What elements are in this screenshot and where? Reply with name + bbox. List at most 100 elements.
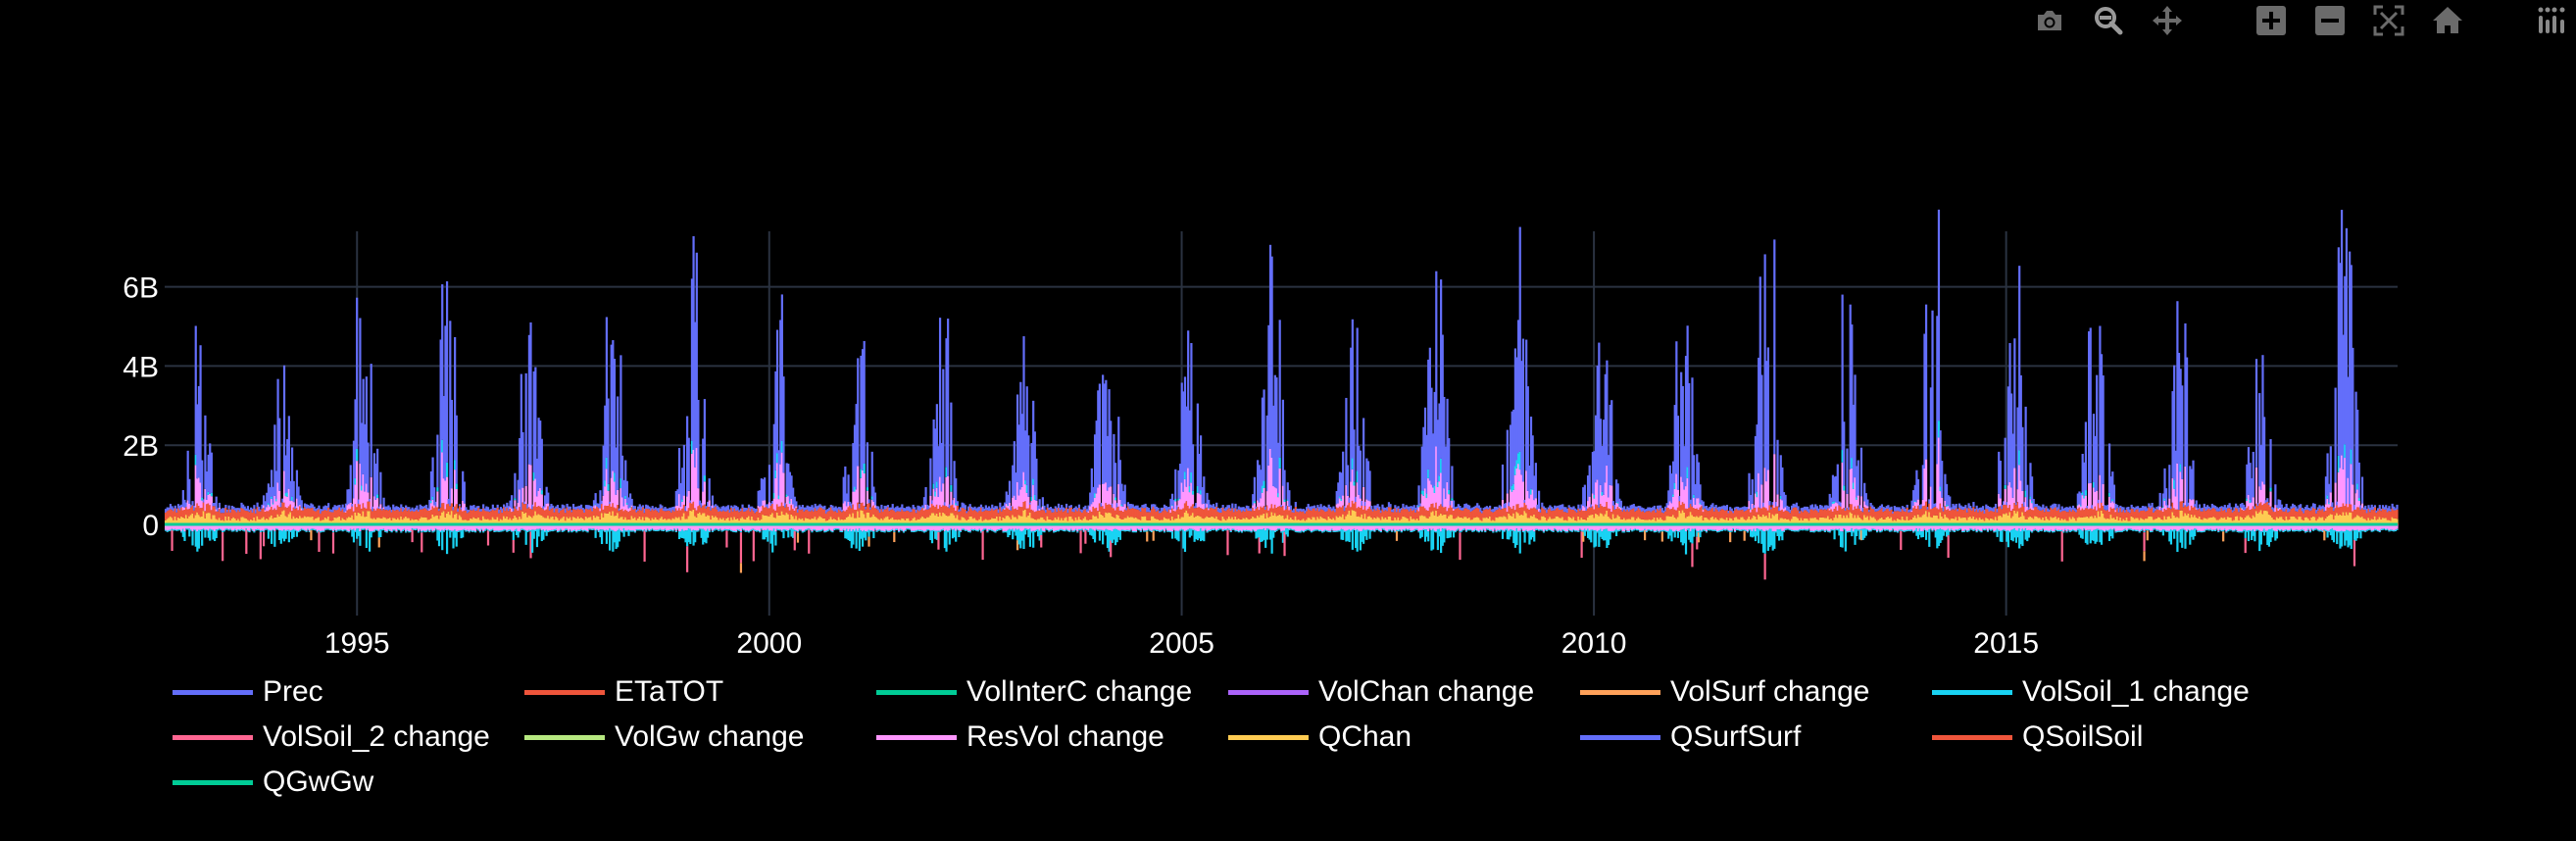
bar-prec [1512,409,1515,484]
bar-qchan [1511,516,1513,525]
bar-qchan [441,512,444,525]
bar-volsoil-1-change [1000,528,1004,530]
bar-prec [344,503,347,512]
bar-prec [1523,499,1526,503]
bar-qchan [1265,513,1268,525]
bar-etatot [1408,511,1411,521]
bar-qchan [694,516,697,525]
bar-resvol-change [289,501,292,505]
bar-resvol-change [725,524,728,530]
bar-etatot [757,508,760,518]
bar-resvol-change [1531,489,1534,509]
bar-resvol-change [863,472,866,506]
bar-qchan [891,517,894,525]
bar-volsoil-1-change [462,529,465,538]
bar-resvol-change [915,524,917,531]
bar-volsoil-1-change [403,528,406,530]
bar-prec [1415,505,1419,511]
bar-qchan [240,517,243,525]
bar-resvol-change [588,524,591,529]
bar-qchan [319,520,322,525]
bar-resvol-change [1252,524,1255,530]
bar-etatot [1130,508,1133,518]
bar-qchan [894,519,898,525]
bar-resvol-change [1448,524,1451,530]
bar-resvol-change [1100,524,1103,530]
bar-resvol-change [563,524,566,531]
bar-resvol-change [1089,524,1092,529]
bar-resvol-change [250,524,253,529]
bar-prec [1177,470,1180,499]
bar-resvol-change [1525,524,1528,530]
bar-etatot [1079,511,1082,519]
bar-qchan [751,516,754,525]
bar-resvol-change [1562,524,1565,530]
bar-etatot [1013,509,1016,518]
bar-etatot [1015,508,1017,518]
bar-volsoil-1-change [377,530,380,538]
bar-volsoil-2-change [937,531,940,550]
bar-resvol-change [352,498,356,512]
bar-prec [1231,503,1234,509]
bar-volsoil-1-change [1087,530,1090,532]
bar-etatot [849,506,852,515]
bar-resvol-change [1097,487,1100,512]
bar-etatot [994,509,997,519]
bar-volsoil-1-change [563,530,566,532]
bar-volsoil-1-change [624,495,627,499]
bar-prec [657,508,661,513]
bar-volsoil-1-change [640,529,643,531]
bar-prec [958,509,961,513]
bar-prec [428,499,431,510]
bar-qchan [1485,517,1488,525]
bar-resvol-change [269,506,272,510]
bar-resvol-change [759,524,762,532]
bar-qchan [1448,516,1451,525]
bar-volsoil-1-change [305,530,308,532]
bar-prec [1136,505,1139,510]
bar-qchan [1019,516,1022,525]
bar-etatot [241,508,245,518]
bar-qchan [1403,517,1407,525]
bar-resvol-change [1090,504,1093,513]
bar-qchan [906,518,909,525]
bar-qchan [648,518,651,525]
bar-prec [722,506,725,511]
bar-etatot [942,505,945,513]
bar-volsoil-1-change [906,528,909,530]
bar-etatot [1407,509,1410,519]
bar-prec [398,507,401,512]
bar-etatot [664,511,667,519]
bar-resvol-change [1144,524,1147,531]
bar-etatot [1097,511,1100,519]
bar-volsoil-1-change [1272,530,1275,538]
bar-etatot [808,511,811,519]
bar-etatot [705,508,708,517]
bar-volsoil-1-change [343,529,346,531]
bar-prec [703,399,706,476]
bar-etatot [1324,512,1327,519]
bar-resvol-change [1340,524,1343,529]
bar-qchan [1180,517,1183,525]
bar-qchan [832,519,836,525]
bar-qchan [1552,519,1555,525]
bar-etatot [918,511,921,519]
bar-etatot [387,510,390,519]
bar-volsoil-1-change [1430,530,1433,551]
bar-resvol-change [657,524,661,530]
bar-etatot [1329,509,1332,519]
bar-qchan [984,519,987,525]
bar-resvol-change [207,494,210,504]
bar-resvol-change [325,524,328,529]
bar-volsoil-1-change [811,531,814,533]
bar-volsoil-1-change [844,530,847,539]
bar-resvol-change [1234,524,1237,531]
bar-etatot [986,510,989,520]
bar-prec [295,470,299,499]
bar-etatot [592,507,596,516]
bar-qchan [571,517,575,525]
bar-resvol-change [922,508,926,511]
bar-resvol-change [426,524,429,530]
bar-prec [1111,503,1114,508]
bar-prec [248,509,251,513]
